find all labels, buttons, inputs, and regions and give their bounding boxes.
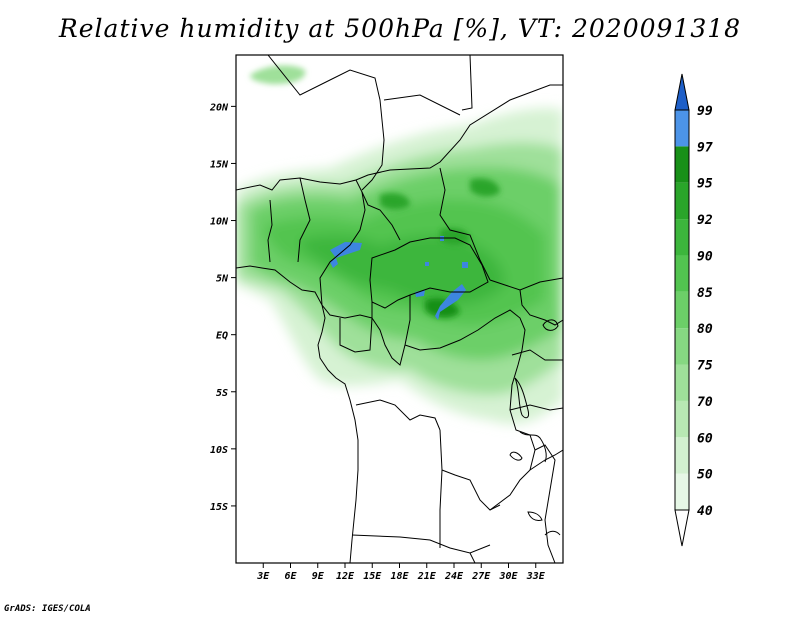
lat-tick-label: 10S	[210, 445, 228, 456]
lakes-and-rivers	[509, 319, 561, 536]
lat-tick-label: EQ	[216, 331, 228, 342]
lat-tick-label: 5N	[216, 274, 229, 285]
colorbar-label: 80	[697, 322, 713, 337]
longitude-axis: 3E 6E 9E 12E 15E 18E 21E 24E 27E 30E 33E	[256, 563, 546, 582]
lon-tick-label: 24E	[444, 571, 464, 582]
latitude-axis: 20N 15N 10N 5N EQ 5S 10S 15S	[209, 102, 236, 513]
humidity-field	[236, 55, 563, 563]
grads-credit: GrADS: IGES/COLA	[4, 604, 91, 614]
lat-tick-label: 5S	[216, 388, 228, 399]
colorbar-segment	[675, 400, 689, 438]
colorbar-label: 92	[697, 213, 713, 228]
lon-tick-label: 21E	[417, 571, 437, 582]
lon-tick-label: 15E	[363, 571, 382, 582]
lon-tick-label: 30E	[498, 571, 518, 582]
colorbar-segment	[675, 110, 689, 147]
lon-tick-label: 6E	[284, 571, 297, 582]
colorbar-segment	[675, 473, 689, 510]
lon-tick-label: 9E	[312, 571, 325, 582]
colorbar-segment	[675, 328, 689, 365]
lat-tick-label: 10N	[210, 217, 229, 228]
colorbar-label: 60	[697, 431, 713, 446]
colorbar-segment	[675, 291, 689, 329]
colorbar-outline	[674, 109, 690, 511]
colorbar-label: 70	[697, 395, 713, 410]
lon-tick-label: 33E	[526, 571, 546, 582]
colorbar-segment	[675, 437, 689, 474]
country-borders	[236, 55, 563, 563]
colorbar-segment	[675, 182, 689, 220]
lon-tick-label: 27E	[471, 571, 491, 582]
colorbar-bottom-arrow	[674, 509, 690, 547]
lat-tick-label: 20N	[209, 102, 229, 113]
colorbar-label: 97	[697, 140, 713, 155]
colorbar-label: 90	[697, 249, 713, 264]
lat-tick-label: 15N	[210, 159, 229, 170]
colorbar-segment	[675, 146, 689, 183]
colorbar-top-arrow	[674, 73, 690, 111]
lon-tick-label: 18E	[390, 571, 409, 582]
colorbar: 40 50 60 70 75 80 85 90 92 95 97 99	[674, 73, 713, 547]
lon-tick-label: 12E	[336, 571, 355, 582]
colorbar-segment	[675, 364, 689, 401]
colorbar-label: 85	[697, 286, 713, 301]
colorbar-segment	[675, 255, 689, 292]
colorbar-segment	[675, 219, 689, 256]
colorbar-label: 50	[697, 468, 713, 483]
lat-tick-label: 15S	[210, 502, 228, 513]
colorbar-label: 40	[697, 504, 713, 519]
lon-tick-label: 3E	[256, 571, 270, 582]
map-title: Relative humidity at 500hPa [%], VT: 202…	[58, 14, 742, 43]
colorbar-label: 99	[697, 104, 713, 119]
colorbar-label: 95	[697, 177, 713, 192]
colorbar-label: 75	[697, 359, 713, 374]
